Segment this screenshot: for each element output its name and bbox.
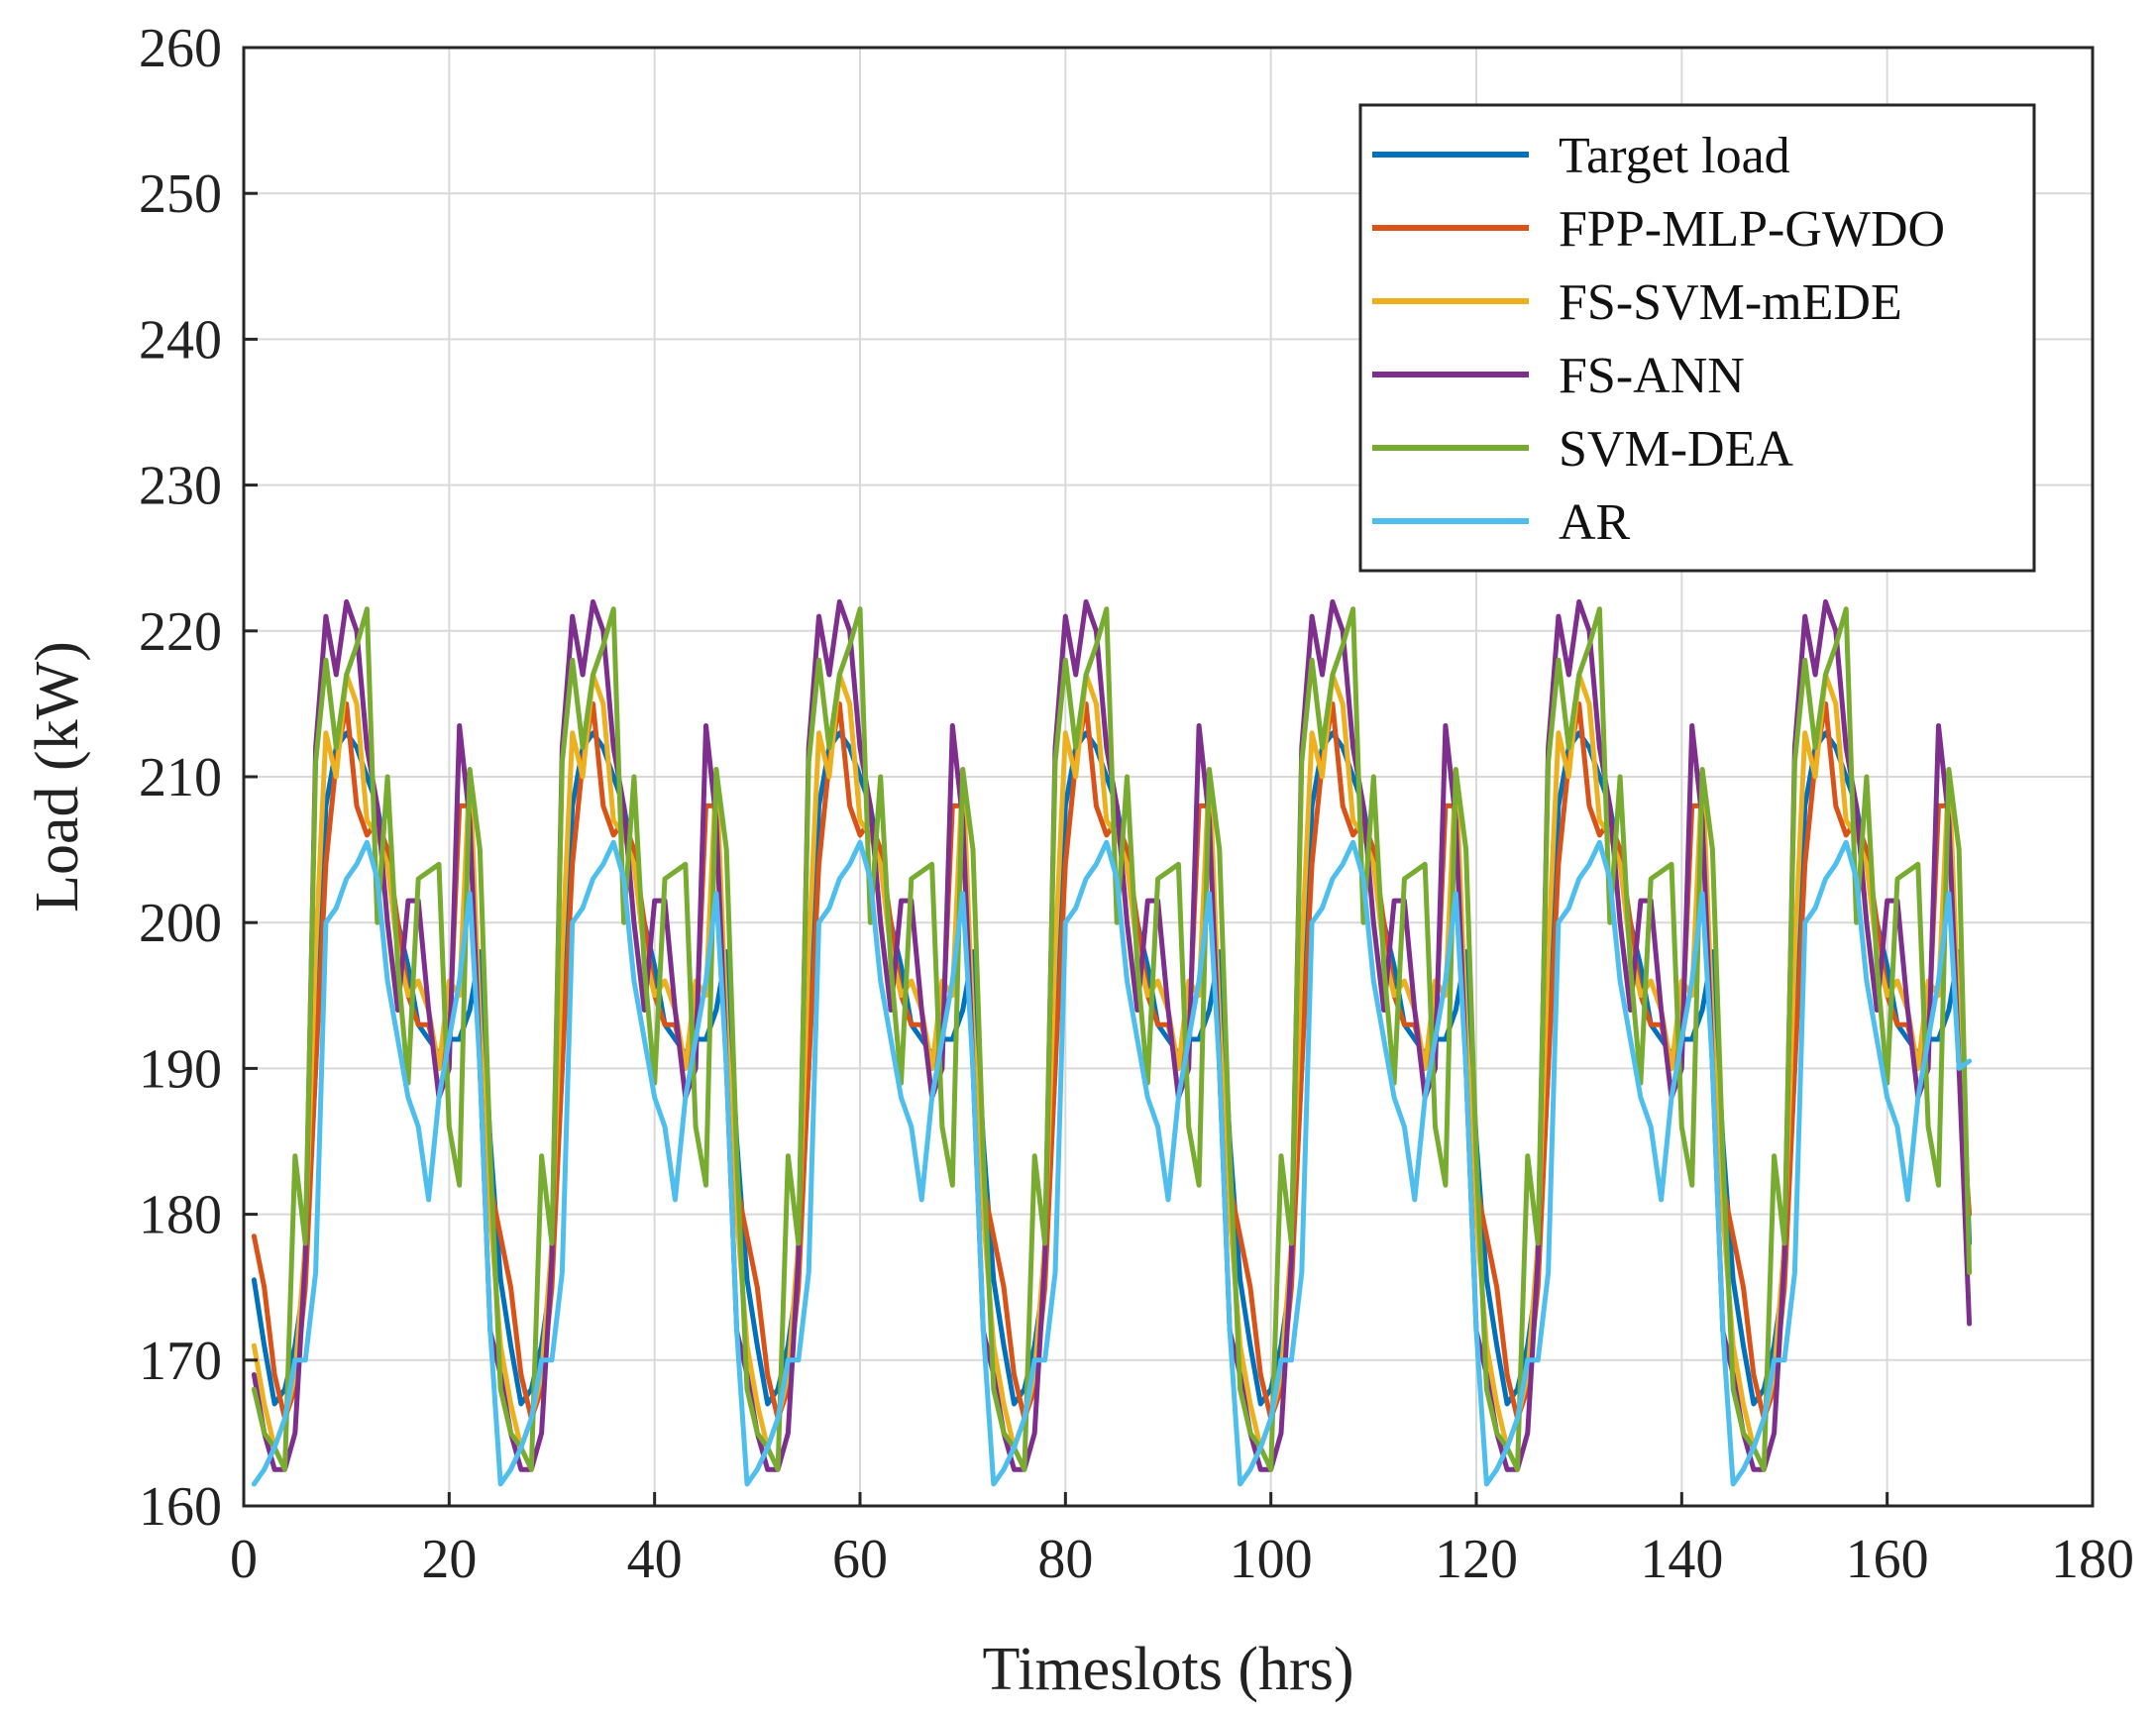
- y-tick-label: 160: [139, 1476, 222, 1538]
- x-axis-label: Timeslots (hrs): [983, 1636, 1354, 1703]
- legend-label: FPP-MLP-GWDO: [1559, 201, 1945, 258]
- x-tick-label: 40: [627, 1529, 683, 1590]
- y-tick-label: 170: [139, 1331, 222, 1392]
- tick-labels: 0 20 40 60 80 100 120 140 160 180 160 170 180 190 200 2…: [139, 18, 2134, 1590]
- y-tick-label: 250: [139, 163, 222, 225]
- y-tick-label: 200: [139, 893, 222, 954]
- legend-label: AR: [1559, 494, 1631, 551]
- x-tick-label: 160: [1846, 1529, 1929, 1590]
- x-tick-label: 60: [832, 1529, 888, 1590]
- legend-label: SVM-DEA: [1559, 421, 1793, 478]
- x-tick-label: 80: [1037, 1529, 1093, 1590]
- y-tick-label: 220: [139, 601, 222, 663]
- y-tick-label: 260: [139, 18, 222, 79]
- x-tick-label: 120: [1435, 1529, 1518, 1590]
- y-axis-label: Load (kW): [24, 641, 91, 912]
- series-line-6: [251, 839, 1973, 1487]
- x-tick-label: 100: [1230, 1529, 1313, 1590]
- y-tick-label: 190: [139, 1038, 222, 1100]
- x-tick-label: 140: [1640, 1529, 1723, 1590]
- legend: Target load FPP-MLP-GWDO FS-SVM-mEDE FS-ANN…: [1358, 103, 2036, 573]
- legend-box: [1358, 103, 2036, 573]
- x-tick-label: 0: [230, 1529, 258, 1590]
- y-tick-label: 240: [139, 309, 222, 371]
- x-tick-label: 20: [421, 1529, 477, 1590]
- legend-label: FS-ANN: [1559, 348, 1745, 404]
- y-tick-label: 210: [139, 747, 222, 808]
- data-series: [251, 598, 1973, 1487]
- legend-label: FS-SVM-mEDE: [1559, 274, 1902, 331]
- series-line-5: [251, 606, 1973, 1472]
- y-tick-label: 180: [139, 1185, 222, 1246]
- y-tick-label: 230: [139, 456, 222, 517]
- legend-label: Target load: [1559, 128, 1790, 184]
- x-tick-label: 180: [2051, 1529, 2134, 1590]
